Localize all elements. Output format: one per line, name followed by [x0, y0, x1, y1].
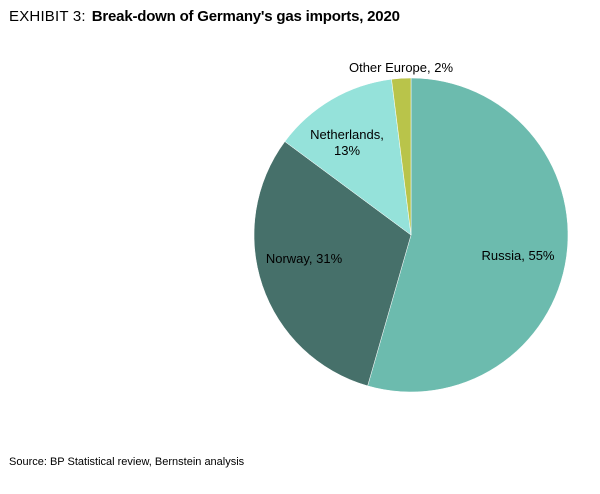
source-note: Source: BP Statistical review, Bernstein… — [9, 456, 245, 468]
pie-slice-netherlands — [284, 78, 412, 236]
pie-slice-norway — [253, 141, 412, 387]
pie-label-norway: Norway, 31% — [266, 251, 343, 266]
pie-slice-russia — [367, 77, 569, 393]
pie-slice-other-europe — [391, 77, 412, 236]
pie-labels: Russia, 55% Norway, 31% Netherlands, 13% Oth… — [266, 60, 555, 266]
pie-slices — [253, 77, 569, 393]
pie-label-other-europe: Other Europe, 2% — [349, 60, 453, 75]
pie-label-russia: Russia, 55% — [482, 248, 555, 263]
pie-label-netherlands: Netherlands, 13% — [310, 127, 384, 158]
chart-heading: Break-down of Germany's gas imports, 202… — [91, 8, 400, 25]
chart-title: EXHIBIT 3: Break-down of Germany's gas im… — [9, 8, 400, 25]
exhibit-label: EXHIBIT 3: — [9, 8, 86, 25]
